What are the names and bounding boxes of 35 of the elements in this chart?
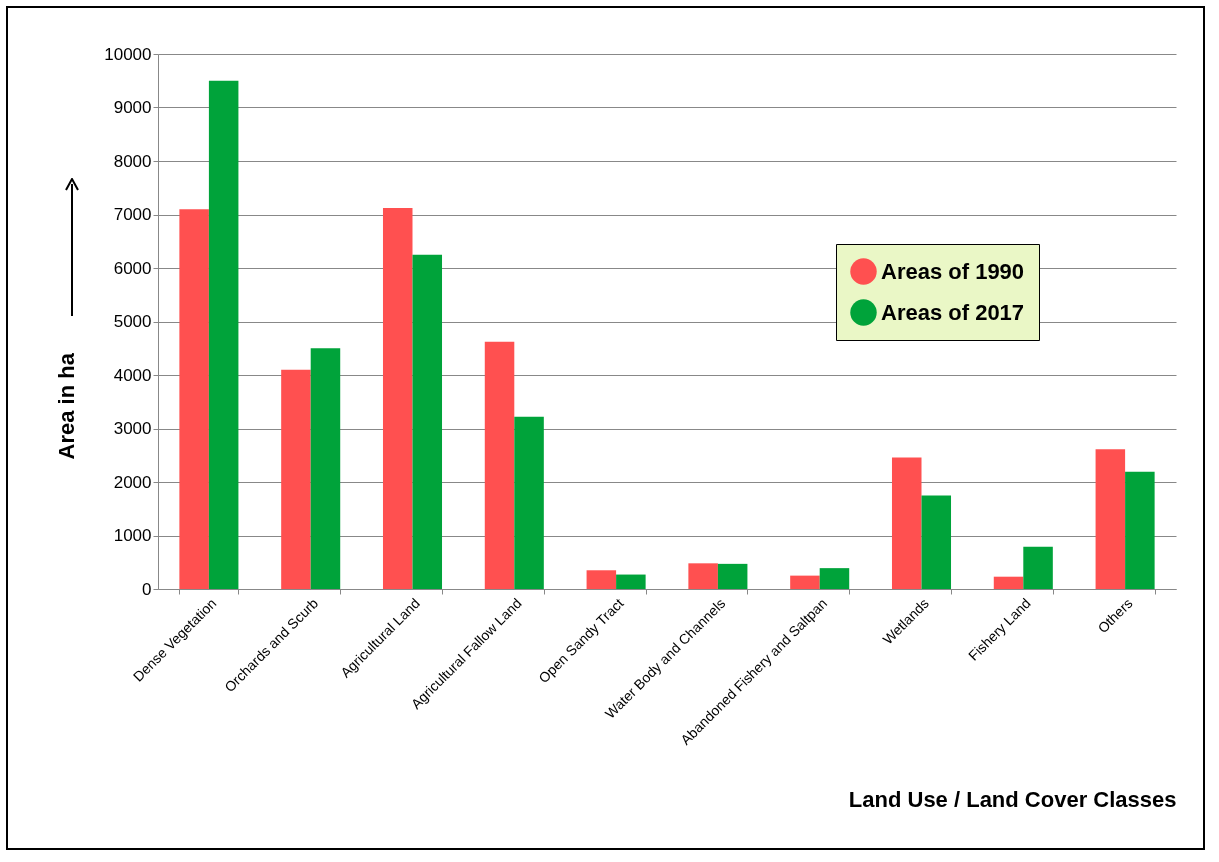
- bar: [790, 575, 820, 589]
- bar: [819, 568, 850, 589]
- bar: [412, 254, 443, 589]
- bar: [616, 574, 646, 589]
- bar: [382, 208, 413, 589]
- y-tick-label: 6000: [113, 258, 152, 278]
- bar: [586, 570, 617, 589]
- y-tick-label: 9000: [113, 98, 152, 117]
- y-tick-label: 4000: [113, 365, 152, 385]
- y-tick-label: 5000: [113, 312, 152, 331]
- bar: [921, 495, 952, 589]
- bar: [484, 341, 515, 589]
- y-tick-label: 3000: [113, 419, 152, 438]
- y-axis-title: Area in ha: [53, 352, 79, 460]
- bar: [891, 457, 922, 589]
- bar: [993, 576, 1024, 589]
- y-tick-label: 1000: [113, 526, 152, 545]
- y-tick-label: 7000: [113, 205, 152, 224]
- bar: [281, 369, 311, 589]
- bar: [310, 348, 341, 589]
- bar: [717, 563, 748, 589]
- legend-label: Areas of 1990: [881, 258, 1025, 284]
- y-tick-label: 8000: [113, 151, 152, 171]
- y-tick-label: 10000: [104, 44, 152, 64]
- bar: [179, 209, 209, 589]
- bar: [514, 416, 544, 589]
- y-tick-label: 2000: [113, 472, 152, 492]
- bar: [208, 80, 239, 589]
- y-tick-label: 0: [142, 579, 152, 599]
- bar: [1125, 471, 1155, 589]
- x-axis-title: Land Use / Land Cover Classes: [848, 786, 1177, 812]
- legend-label: Areas of 2017: [881, 299, 1025, 325]
- bar: [1023, 546, 1053, 589]
- bar: [1095, 449, 1126, 589]
- bar: [688, 563, 718, 589]
